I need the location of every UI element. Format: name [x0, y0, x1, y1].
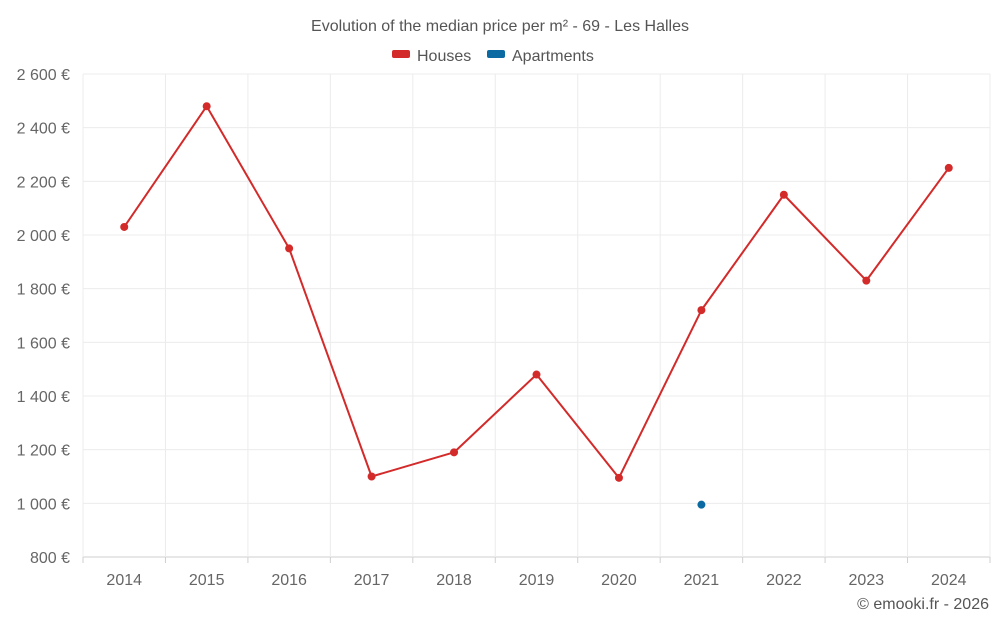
y-tick-label: 1 200 € — [17, 443, 70, 460]
y-tick-label: 1 400 € — [17, 389, 70, 406]
data-point-houses — [450, 448, 459, 457]
y-tick-label: 2 200 € — [17, 174, 70, 191]
data-point-houses — [532, 370, 541, 379]
chart-title: Evolution of the median price per m² - 6… — [311, 18, 689, 35]
x-tick-label: 2017 — [354, 572, 390, 589]
legend-item-houses[interactable]: Houses — [392, 48, 471, 65]
legend[interactable]: Houses Apartments — [392, 48, 594, 65]
data-point-houses — [697, 306, 706, 315]
data-point-houses — [120, 222, 129, 231]
x-tick-label: 2023 — [849, 572, 885, 589]
data-point-houses — [779, 190, 788, 199]
y-tick-label: 1 000 € — [17, 496, 70, 513]
x-tick-label: 2016 — [271, 572, 307, 589]
legend-swatch-apartments — [487, 50, 505, 58]
y-tick-label: 2 600 € — [17, 67, 70, 84]
axes: 800 € 1 000 € 1 200 € 1 400 € 1 600 € 1 800 €… — [17, 67, 991, 589]
y-tick-label: 1 600 € — [17, 335, 70, 352]
legend-item-apartments[interactable]: Apartments — [487, 48, 594, 65]
data-point-houses — [862, 276, 871, 285]
x-tick-label: 2019 — [519, 572, 555, 589]
legend-label-apartments: Apartments — [512, 48, 594, 65]
data-point-houses — [944, 163, 953, 172]
y-tick-label: 2 400 € — [17, 121, 70, 138]
credit-text: © emooki.fr - 2026 — [857, 596, 989, 613]
y-tick-label: 2 000 € — [17, 228, 70, 245]
x-tick-label: 2020 — [601, 572, 637, 589]
data-point-houses — [285, 244, 294, 253]
x-tick-label: 2015 — [189, 572, 225, 589]
x-tick-label: 2021 — [684, 572, 720, 589]
legend-label-houses: Houses — [417, 48, 471, 65]
data-point-houses — [614, 473, 623, 482]
series — [120, 102, 953, 509]
x-tick-label: 2024 — [931, 572, 967, 589]
y-tick-label: 1 800 € — [17, 282, 70, 299]
y-tick-label: 800 € — [30, 550, 70, 567]
x-tick-label: 2018 — [436, 572, 472, 589]
data-point-apartments — [697, 500, 706, 509]
x-tick-label: 2022 — [766, 572, 802, 589]
legend-swatch-houses — [392, 50, 410, 58]
gridlines — [82, 73, 991, 558]
data-point-houses — [202, 102, 211, 111]
data-point-houses — [367, 472, 376, 481]
x-tick-label: 2014 — [106, 572, 142, 589]
